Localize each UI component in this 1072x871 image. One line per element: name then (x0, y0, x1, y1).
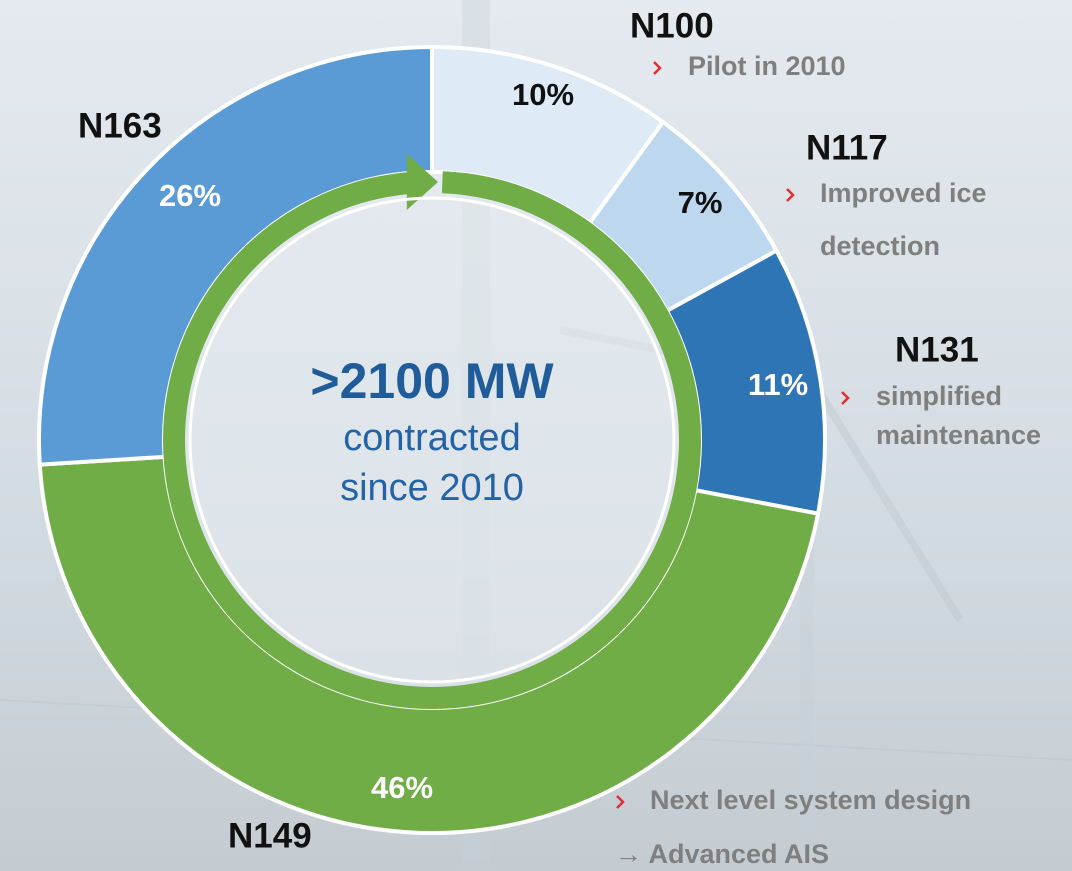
bullet-chevron (653, 61, 662, 75)
center-text: contracted (343, 417, 520, 459)
value-label: 46% (371, 770, 433, 805)
progress-ring (163, 171, 701, 709)
bullet-chevron (841, 391, 850, 405)
annotation: → Advanced AIS (615, 839, 829, 869)
annotation: Next level system design (650, 785, 971, 815)
value-label: 7% (678, 185, 723, 220)
category-label: N163 (78, 106, 162, 145)
category-label: N100 (630, 6, 714, 45)
value-label: 26% (159, 178, 221, 213)
annotation: detection (820, 231, 940, 261)
annotation: simplified (876, 381, 1002, 411)
center-text: >2100 MW (310, 353, 554, 409)
category-label: N117 (806, 128, 888, 167)
center-text: since 2010 (340, 467, 524, 509)
category-label: N131 (895, 330, 979, 369)
annotation: Improved ice (820, 178, 987, 208)
value-label: 11% (748, 367, 808, 402)
inner-ring (188, 196, 676, 684)
annotation: maintenance (876, 420, 1041, 450)
progress-arrow (406, 154, 438, 210)
labels: N100 10% Pilot in 2010 N117 7% Improved ice de… (78, 6, 1041, 869)
annotation: Pilot in 2010 (688, 51, 846, 81)
donut (37, 44, 827, 836)
category-label: N149 (228, 816, 312, 855)
inner-disc (166, 174, 698, 706)
bullet-chevron (786, 188, 795, 202)
value-label: 10% (512, 77, 574, 112)
bullet-chevron (616, 795, 625, 809)
